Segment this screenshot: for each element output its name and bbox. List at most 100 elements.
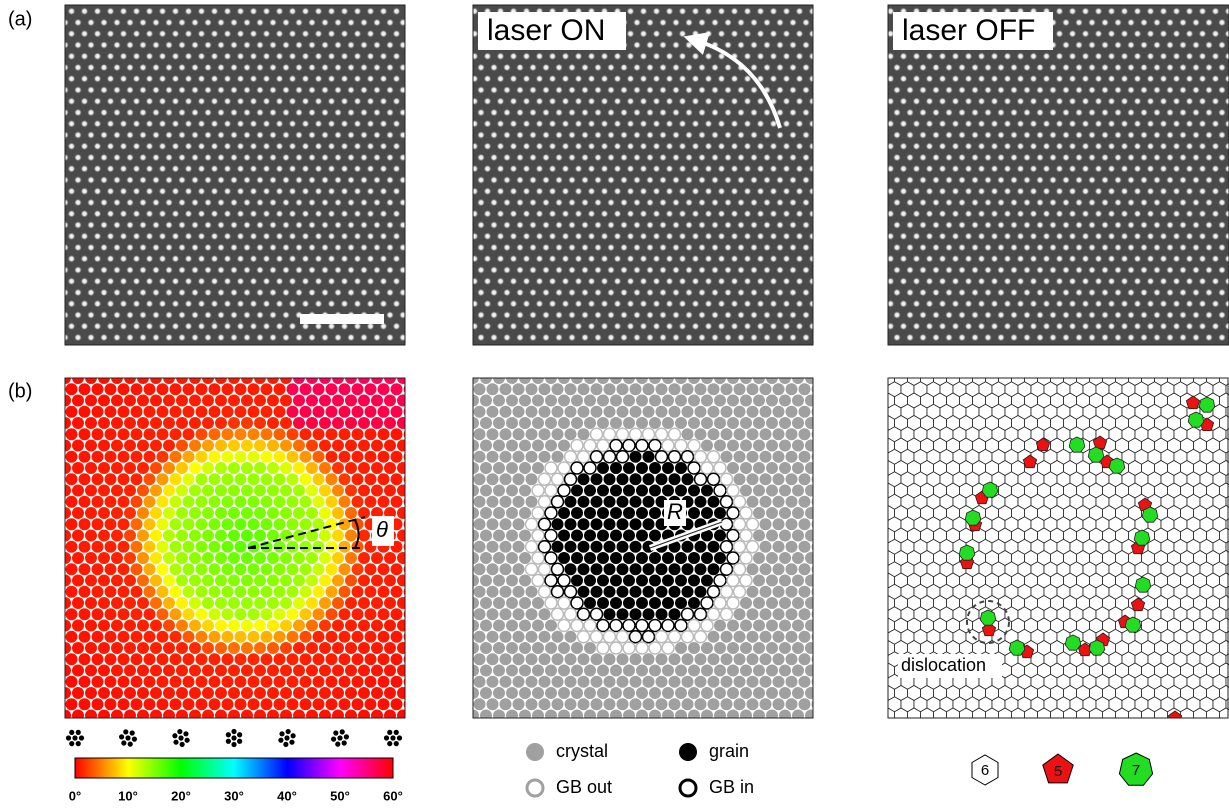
seven-fold-cell xyxy=(1135,577,1151,592)
particle xyxy=(215,417,227,429)
particle xyxy=(630,653,642,665)
particle xyxy=(215,642,227,654)
cell xyxy=(1200,719,1213,734)
particle xyxy=(183,451,195,463)
particle xyxy=(209,653,221,665)
cluster-dot xyxy=(342,740,347,745)
cluster-dot xyxy=(121,740,126,745)
particle xyxy=(630,496,642,508)
particle xyxy=(526,383,538,395)
particle xyxy=(662,462,674,474)
particle xyxy=(326,698,338,710)
particle xyxy=(85,710,97,722)
particle xyxy=(313,428,325,440)
particle xyxy=(799,473,811,485)
particle xyxy=(228,620,240,632)
particle xyxy=(539,653,551,665)
particle xyxy=(825,473,837,485)
particle xyxy=(53,428,65,440)
particle xyxy=(805,687,817,699)
particle xyxy=(46,665,58,677)
particle xyxy=(727,417,739,429)
particle xyxy=(157,406,169,418)
particle xyxy=(747,631,759,643)
cell xyxy=(934,708,947,723)
particle xyxy=(474,496,486,508)
particle xyxy=(313,518,325,530)
particle xyxy=(248,608,260,620)
particle xyxy=(487,451,499,463)
particle xyxy=(267,687,279,699)
particle xyxy=(293,395,305,407)
particle xyxy=(397,462,409,474)
particle xyxy=(287,586,299,598)
particle xyxy=(202,575,214,587)
particle xyxy=(410,530,422,542)
particle xyxy=(779,710,791,722)
particle xyxy=(591,631,603,643)
particle xyxy=(480,462,492,474)
particle xyxy=(545,395,557,407)
particle xyxy=(474,406,486,418)
particle xyxy=(124,507,136,519)
cluster-dot xyxy=(69,741,74,746)
particle xyxy=(352,406,364,418)
particle xyxy=(118,608,130,620)
particle xyxy=(799,428,811,440)
particle xyxy=(189,462,201,474)
particle xyxy=(714,462,726,474)
particle xyxy=(365,653,377,665)
particle xyxy=(85,485,97,497)
particle xyxy=(235,428,247,440)
particle xyxy=(358,710,370,722)
particle xyxy=(85,620,97,632)
particle xyxy=(332,665,344,677)
particle xyxy=(825,586,837,598)
particle xyxy=(352,631,364,643)
particle xyxy=(124,575,136,587)
particle xyxy=(118,428,130,440)
particle xyxy=(137,642,149,654)
particle xyxy=(506,552,518,564)
cell xyxy=(1142,708,1155,723)
legend-label: GB out xyxy=(556,777,612,797)
particle xyxy=(662,665,674,677)
cell xyxy=(986,708,999,723)
particle xyxy=(417,383,429,395)
particle xyxy=(352,383,364,395)
particle xyxy=(144,676,156,688)
particle xyxy=(513,361,525,373)
particle xyxy=(144,496,156,508)
cell xyxy=(1051,708,1064,723)
particle xyxy=(313,586,325,598)
particle xyxy=(656,473,668,485)
particle xyxy=(669,721,681,733)
particle xyxy=(734,383,746,395)
particle xyxy=(753,597,765,609)
particle xyxy=(617,451,629,463)
particle xyxy=(267,462,279,474)
particle xyxy=(545,710,557,722)
particle xyxy=(371,395,383,407)
particle xyxy=(300,721,312,733)
particle xyxy=(144,406,156,418)
particle xyxy=(552,608,564,620)
particle xyxy=(287,473,299,485)
particle xyxy=(779,507,791,519)
cell xyxy=(1077,708,1090,723)
particle xyxy=(818,440,830,452)
particle xyxy=(526,473,538,485)
cell xyxy=(869,573,882,588)
particle xyxy=(519,440,531,452)
particle xyxy=(552,653,564,665)
particle xyxy=(578,406,590,418)
particle xyxy=(202,687,214,699)
cell xyxy=(875,472,888,487)
particle xyxy=(610,575,622,587)
particle xyxy=(760,676,772,688)
particle xyxy=(261,631,273,643)
particle xyxy=(636,642,648,654)
particle xyxy=(617,676,629,688)
cluster-dot xyxy=(69,730,74,735)
cell xyxy=(992,719,1005,734)
